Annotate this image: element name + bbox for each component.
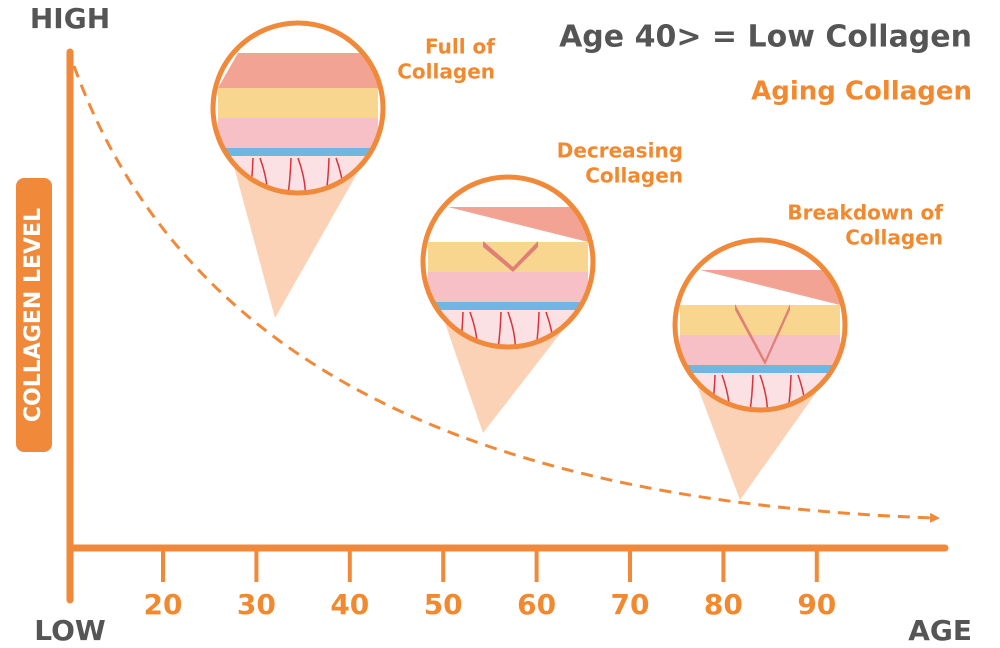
- vessel: [759, 374, 769, 410]
- stage-label: Collagen: [585, 164, 683, 188]
- x-tick-label: 90: [797, 588, 836, 621]
- skin-top: [218, 53, 383, 88]
- basal-layer: [218, 148, 378, 156]
- vessel: [284, 157, 292, 193]
- epidermis: [680, 305, 840, 335]
- vessel: [431, 311, 441, 347]
- basal-layer: [680, 365, 840, 373]
- wrinkle: [483, 241, 538, 272]
- cell-layer: [680, 335, 840, 365]
- skin-illustration: [423, 177, 593, 347]
- x-tick-label: 20: [144, 588, 183, 621]
- stage-label: Collagen: [845, 226, 943, 250]
- vessel: [297, 157, 307, 193]
- vessel: [494, 311, 502, 347]
- y-title-box: [16, 178, 52, 452]
- stage-label: Decreasing: [557, 139, 683, 163]
- stage-label: Breakdown of: [787, 201, 943, 225]
- y-low: LOW: [34, 614, 106, 647]
- x-tick-label: 50: [424, 588, 463, 621]
- title: Age 40> = Low Collagen: [559, 20, 972, 55]
- x-tick-label: 30: [237, 588, 276, 621]
- epidermis: [218, 88, 378, 118]
- magnifier-ring: [420, 174, 596, 350]
- magnifier-cone: [443, 317, 573, 433]
- y-title: COLLAGEN LEVEL: [21, 208, 46, 422]
- vessel: [221, 157, 231, 193]
- collagen-curve: [72, 65, 940, 523]
- y-high: HIGH: [30, 2, 110, 35]
- cell-layer: [218, 118, 378, 148]
- x-tick-label: 40: [330, 588, 369, 621]
- skin-illustration: [675, 240, 845, 410]
- x-title: AGE: [908, 614, 972, 647]
- x-tick-label: 80: [704, 588, 743, 621]
- vessel: [746, 374, 754, 410]
- vessel: [683, 374, 693, 410]
- stage-label: Collagen: [397, 60, 495, 84]
- basal-layer: [428, 302, 588, 310]
- vessel: [507, 311, 517, 347]
- x-tick-label: 70: [611, 588, 650, 621]
- skin-top: [428, 207, 593, 267]
- magnifier-cone: [695, 380, 825, 500]
- magnifier-cone: [233, 163, 363, 318]
- stage-label: Full of: [425, 35, 495, 59]
- x-tick-label: 60: [517, 588, 556, 621]
- subtitle: Aging Collagen: [751, 77, 972, 107]
- magnifier-ring: [210, 20, 386, 196]
- cell-layer: [428, 272, 588, 302]
- magnifier-ring: [672, 237, 848, 413]
